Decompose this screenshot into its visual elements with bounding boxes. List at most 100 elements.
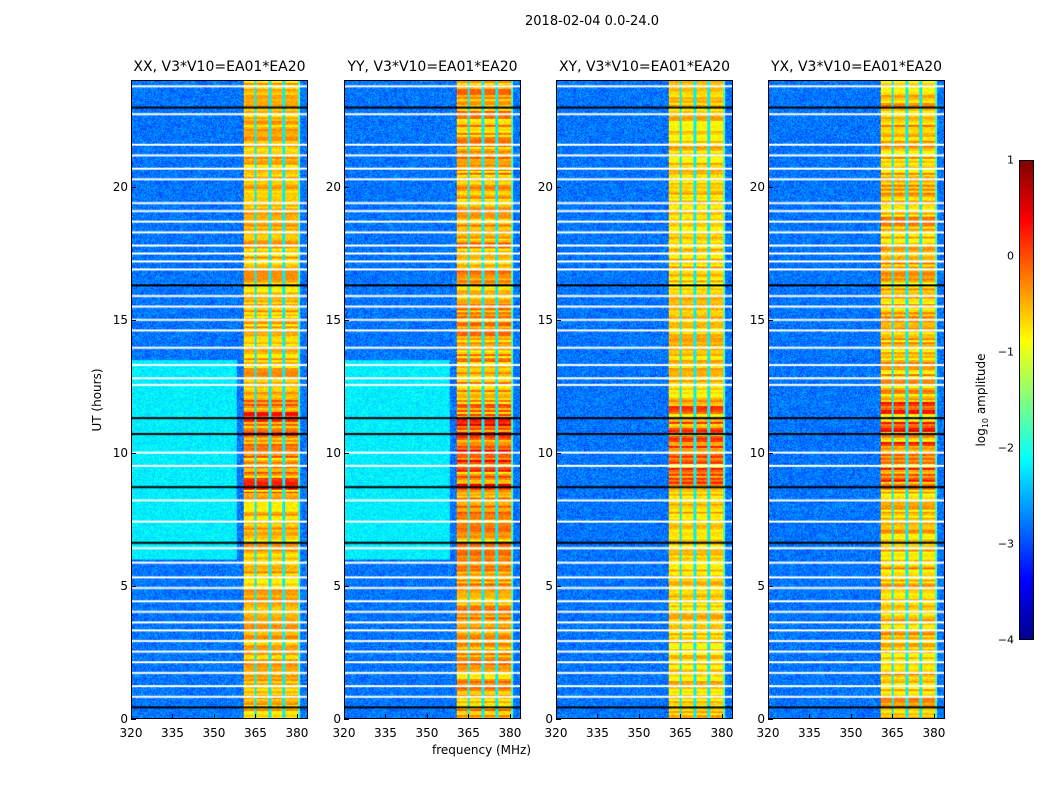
colorbar-tick-label: −2	[997, 441, 1014, 455]
heatmap-cells	[132, 81, 307, 718]
y-tick-label: 20	[325, 179, 341, 194]
y-tick	[131, 319, 136, 321]
y-tick-label: 10	[537, 445, 553, 460]
colorbar-tick-label: −3	[997, 537, 1014, 551]
x-tick	[721, 714, 723, 719]
y-tick	[131, 452, 136, 454]
x-tick	[680, 714, 682, 719]
x-tick	[344, 714, 345, 719]
heatmap-cells	[769, 81, 944, 718]
x-tick	[509, 714, 511, 719]
y-tick	[768, 452, 773, 454]
y-tick-label: 15	[749, 312, 765, 327]
colorbar-tick-label: −1	[997, 345, 1014, 359]
panel-title: XX, V3*V10=EA01*EA20	[133, 59, 306, 75]
y-tick	[556, 319, 561, 321]
y-tick-label: 15	[537, 312, 553, 327]
y-tick	[344, 452, 349, 454]
y-tick-label: 15	[112, 312, 128, 327]
y-tick	[768, 585, 773, 587]
x-tick	[213, 714, 215, 719]
panel-title: YY, V3*V10=EA01*EA20	[347, 59, 518, 75]
x-tick-label: 335	[798, 726, 821, 740]
y-tick	[131, 719, 136, 720]
y-tick	[556, 452, 561, 454]
x-tick	[768, 714, 769, 719]
x-tick-label: 335	[374, 726, 397, 740]
x-tick	[933, 714, 935, 719]
y-axis-label: UT (hours)	[90, 368, 104, 432]
y-tick	[344, 585, 349, 587]
y-tick	[131, 186, 136, 188]
panel-title: XY, V3*V10=EA01*EA20	[558, 59, 731, 75]
y-tick-label: 20	[537, 179, 553, 194]
spectrogram-panel-1	[344, 80, 521, 719]
y-tick-label: 0	[545, 712, 553, 726]
spectrogram-panel-3	[768, 80, 945, 719]
x-tick-label: 350	[415, 726, 439, 740]
x-tick-label: 365	[244, 726, 267, 740]
x-tick-label: 365	[881, 726, 904, 740]
x-tick	[131, 714, 132, 719]
x-tick-label: 350	[839, 726, 863, 740]
y-tick	[768, 319, 773, 321]
x-tick	[850, 714, 852, 719]
x-tick-label: 380	[922, 726, 946, 740]
x-tick-label: 350	[627, 726, 651, 740]
x-tick	[426, 714, 428, 719]
x-tick	[892, 714, 894, 719]
y-tick-label: 20	[749, 179, 765, 194]
colorbar	[1019, 160, 1034, 640]
x-tick	[296, 714, 298, 719]
x-tick	[809, 714, 811, 719]
x-tick	[638, 714, 640, 719]
y-tick-label: 5	[757, 578, 765, 593]
y-tick	[768, 719, 773, 720]
colorbar-tick-label: −4	[997, 633, 1014, 647]
y-tick-label: 10	[112, 445, 128, 460]
panel-title: YX, V3*V10=EA01*EA20	[770, 59, 943, 75]
x-tick-label: 350	[202, 726, 226, 740]
heatmap-cells	[345, 81, 520, 718]
x-tick	[385, 714, 387, 719]
y-tick	[131, 585, 136, 587]
y-tick	[344, 319, 349, 321]
x-tick-label: 380	[285, 726, 309, 740]
x-tick-label: 320	[544, 726, 568, 740]
y-tick-label: 10	[749, 445, 765, 460]
x-tick-label: 335	[161, 726, 184, 740]
x-tick	[556, 714, 557, 719]
y-tick	[768, 186, 773, 188]
y-tick-label: 5	[120, 578, 128, 593]
y-tick-label: 10	[325, 445, 341, 460]
y-tick-label: 5	[333, 578, 341, 593]
y-tick-label: 5	[545, 578, 553, 593]
y-tick	[556, 186, 561, 188]
colorbar-label: log10 amplitude	[973, 353, 991, 447]
x-tick-label: 365	[457, 726, 480, 740]
y-tick	[556, 719, 561, 720]
y-tick-label: 0	[333, 712, 341, 726]
x-tick-label: 380	[710, 726, 734, 740]
x-tick-label: 320	[119, 726, 143, 740]
x-axis-label: frequency (MHz)	[432, 743, 532, 757]
figure-title: 2018-02-04 0.0-24.0	[525, 14, 659, 29]
y-tick-label: 0	[757, 712, 765, 726]
x-tick-label: 320	[756, 726, 780, 740]
spectrogram-panel-2	[556, 80, 733, 719]
y-tick	[344, 719, 349, 720]
x-tick	[597, 714, 599, 719]
x-tick-label: 380	[498, 726, 522, 740]
spectrogram-panel-0	[131, 80, 308, 719]
x-tick-label: 365	[669, 726, 692, 740]
colorbar-tick-label: 0	[1007, 249, 1014, 263]
y-tick	[556, 585, 561, 587]
x-tick-label: 320	[332, 726, 356, 740]
y-tick-label: 0	[120, 712, 128, 726]
colorbar-tick-label: 1	[1007, 153, 1014, 167]
x-tick	[255, 714, 257, 719]
x-tick	[172, 714, 174, 719]
heatmap-cells	[557, 81, 732, 718]
x-tick	[468, 714, 470, 719]
